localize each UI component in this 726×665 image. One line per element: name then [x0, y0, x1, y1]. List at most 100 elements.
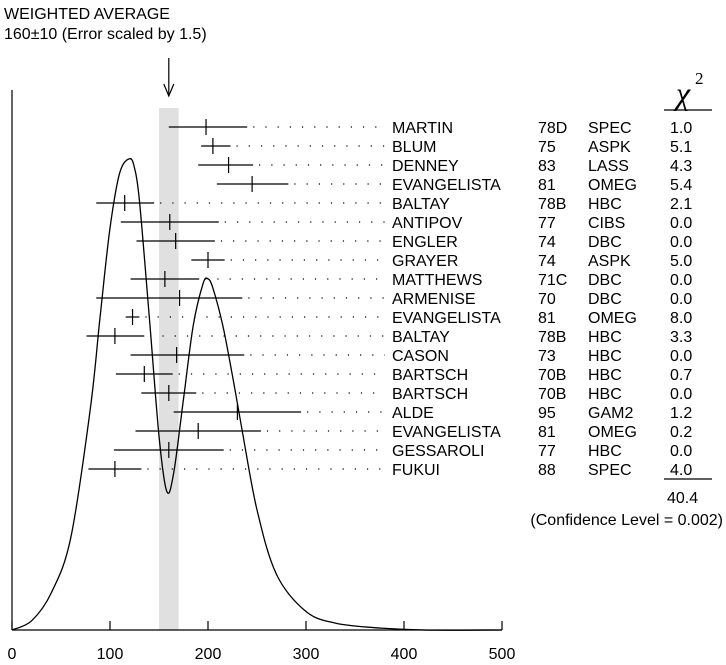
- chi2-value: 0.0: [670, 234, 692, 251]
- technique-label: HBC: [588, 443, 622, 460]
- chi2-value: 0.0: [670, 386, 692, 403]
- measurement-row: ENGLER 74 DBC 0.0: [136, 233, 692, 251]
- year-label: 81: [538, 177, 556, 194]
- technique-label: CIBS: [588, 215, 625, 232]
- author-label: ENGLER: [392, 234, 458, 251]
- technique-label: SPEC: [588, 462, 632, 479]
- x-tick-label: 400: [391, 646, 418, 663]
- measurement-row: ALDE 95 GAM2 1.2: [173, 404, 692, 422]
- year-label: 81: [538, 424, 556, 441]
- chart-subtitle: 160±10 (Error scaled by 1.5): [4, 26, 207, 43]
- technique-label: OMEG: [588, 424, 637, 441]
- measurement-row: MARTIN 78D SPEC 1.0: [168, 119, 692, 137]
- technique-label: ASPK: [588, 139, 631, 156]
- chi2-header-superscript: 2: [695, 69, 704, 88]
- technique-label: SPEC: [588, 120, 632, 137]
- author-label: CASON: [392, 348, 449, 365]
- author-label: ANTIPOV: [392, 215, 463, 232]
- chi2-value: 5.4: [670, 177, 692, 194]
- chi2-value: 5.1: [670, 139, 692, 156]
- technique-label: HBC: [588, 348, 622, 365]
- year-label: 70: [538, 291, 556, 308]
- measurement-row: BALTAY 78B HBC 2.1: [96, 195, 692, 213]
- measurement-row: BALTAY 78B HBC 3.3: [86, 328, 692, 346]
- technique-label: LASS: [588, 158, 629, 175]
- year-label: 75: [538, 139, 556, 156]
- measurement-row: BLUM 75 ASPK 5.1: [201, 138, 692, 156]
- chi2-value: 3.3: [670, 329, 692, 346]
- chi2-value: 0.2: [670, 424, 692, 441]
- measurement-row: GRAYER 74 ASPK 5.0: [191, 252, 692, 270]
- author-label: EVANGELISTA: [392, 310, 501, 327]
- ideogram-curve: [11, 158, 503, 631]
- x-tick-label: 500: [489, 646, 516, 663]
- year-label: 77: [538, 443, 556, 460]
- author-label: BARTSCH: [392, 367, 468, 384]
- measurement-row: CASON 73 HBC 0.0: [130, 347, 692, 365]
- technique-label: HBC: [588, 386, 622, 403]
- year-label: 88: [538, 462, 556, 479]
- weighted-average-arrow: [163, 58, 175, 98]
- year-label: 70B: [538, 386, 566, 403]
- measurement-row: EVANGELISTA 81 OMEG 5.4: [216, 176, 692, 194]
- x-tick-label: 200: [195, 646, 222, 663]
- chi2-value: 8.0: [670, 310, 692, 327]
- year-label: 78B: [538, 329, 566, 346]
- year-label: 81: [538, 310, 556, 327]
- measurement-row: MATTHEWS 71C DBC 0.0: [130, 271, 692, 289]
- year-label: 70B: [538, 367, 566, 384]
- chi2-value: 4.3: [670, 158, 692, 175]
- technique-label: DBC: [588, 272, 622, 289]
- author-label: FUKUI: [392, 462, 440, 479]
- technique-label: HBC: [588, 329, 622, 346]
- author-label: MARTIN: [392, 120, 453, 137]
- measurement-row: FUKUI 88 SPEC 4.0: [88, 461, 692, 479]
- year-label: 78B: [538, 196, 566, 213]
- year-label: 78D: [538, 120, 567, 137]
- total-chi2: 40.4: [667, 490, 698, 507]
- technique-label: HBC: [588, 196, 622, 213]
- measurement-row: EVANGELISTA 81 OMEG 0.2: [135, 423, 692, 441]
- author-label: EVANGELISTA: [392, 424, 501, 441]
- author-label: ARMENISE: [392, 291, 476, 308]
- measurement-rows: MARTIN 78D SPEC 1.0 BLUM 75 ASPK 5.1 DENNEY 83 LAS…: [86, 119, 692, 479]
- author-label: GRAYER: [392, 253, 458, 270]
- year-label: 71C: [538, 272, 567, 289]
- weighted-average-band: [159, 108, 179, 630]
- year-label: 74: [538, 253, 556, 270]
- chi2-value: 2.1: [670, 196, 692, 213]
- measurement-row: BARTSCH 70B HBC 0.7: [115, 366, 692, 384]
- chi2-value: 0.0: [670, 348, 692, 365]
- author-label: BALTAY: [392, 196, 450, 213]
- measurement-row: GESSAROLI 77 HBC 0.0: [113, 442, 692, 460]
- measurement-row: ARMENISE 70 DBC 0.0: [96, 290, 692, 308]
- technique-label: OMEG: [588, 177, 637, 194]
- technique-label: DBC: [588, 291, 622, 308]
- x-axis-ticks: 0 100 200 300 400 500: [8, 621, 516, 663]
- chi2-value: 1.2: [670, 405, 692, 422]
- chi2-value: 5.0: [670, 253, 692, 270]
- author-label: DENNEY: [392, 158, 459, 175]
- chart-title: WEIGHTED AVERAGE: [4, 6, 170, 23]
- author-label: BARTSCH: [392, 386, 468, 403]
- author-label: GESSAROLI: [392, 443, 484, 460]
- author-label: BALTAY: [392, 329, 450, 346]
- measurement-row: ANTIPOV 77 CIBS 0.0: [120, 214, 692, 232]
- author-label: EVANGELISTA: [392, 177, 501, 194]
- x-tick-label: 300: [293, 646, 320, 663]
- technique-label: DBC: [588, 234, 622, 251]
- chi2-value: 4.0: [670, 462, 692, 479]
- year-label: 73: [538, 348, 556, 365]
- year-label: 74: [538, 234, 556, 251]
- technique-label: ASPK: [588, 253, 631, 270]
- year-label: 77: [538, 215, 556, 232]
- chi2-value: 0.0: [670, 215, 692, 232]
- author-label: MATTHEWS: [392, 272, 482, 289]
- chi2-value: 0.0: [670, 443, 692, 460]
- technique-label: HBC: [588, 367, 622, 384]
- author-label: BLUM: [392, 139, 436, 156]
- chi2-value: 0.0: [670, 291, 692, 308]
- author-label: ALDE: [392, 405, 434, 422]
- chi2-value: 0.0: [670, 272, 692, 289]
